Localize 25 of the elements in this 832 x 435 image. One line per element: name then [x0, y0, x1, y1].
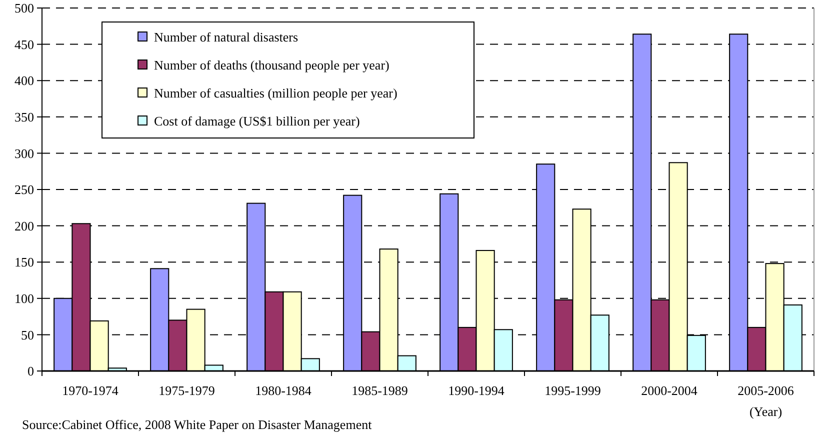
y-tick-label: 350	[14, 109, 34, 124]
legend-label: Number of natural disasters	[154, 30, 298, 45]
x-tick-label: 1975-1979	[158, 383, 215, 398]
x-axis-title: (Year)	[749, 404, 782, 419]
y-tick-label: 400	[14, 73, 34, 88]
y-tick-label: 500	[14, 0, 34, 16]
y-tick-label: 250	[14, 182, 34, 198]
source-note: Source:Cabinet Office, 2008 White Paper on Disaster Management	[22, 417, 372, 432]
x-tick-label: 1970-1974	[62, 383, 119, 398]
y-tick-label: 150	[14, 254, 34, 270]
legend-label: Number of casualties (million people per year)	[154, 86, 398, 101]
legend-label: Cost of damage (US$1 billion per year)	[154, 114, 360, 129]
x-tick-label: 1980-1984	[255, 383, 312, 398]
y-tick-label: 300	[14, 146, 34, 161]
x-tick-label: 2005-2006	[738, 383, 794, 398]
y-tick-label: 100	[14, 290, 34, 306]
y-tick-label: 450	[14, 36, 34, 52]
y-tick-label: 0	[28, 364, 34, 379]
x-tick-label: 1990-1994	[448, 383, 505, 398]
y-tick-label: 200	[14, 218, 34, 234]
y-tick-label: 50	[21, 327, 34, 342]
x-tick-label: 2000-2004	[641, 383, 698, 398]
x-tick-label: 1985-1989	[352, 383, 408, 398]
x-tick-label: 1995-1999	[544, 383, 601, 398]
legend-label: Number of deaths (thousand people per year)	[154, 58, 390, 73]
